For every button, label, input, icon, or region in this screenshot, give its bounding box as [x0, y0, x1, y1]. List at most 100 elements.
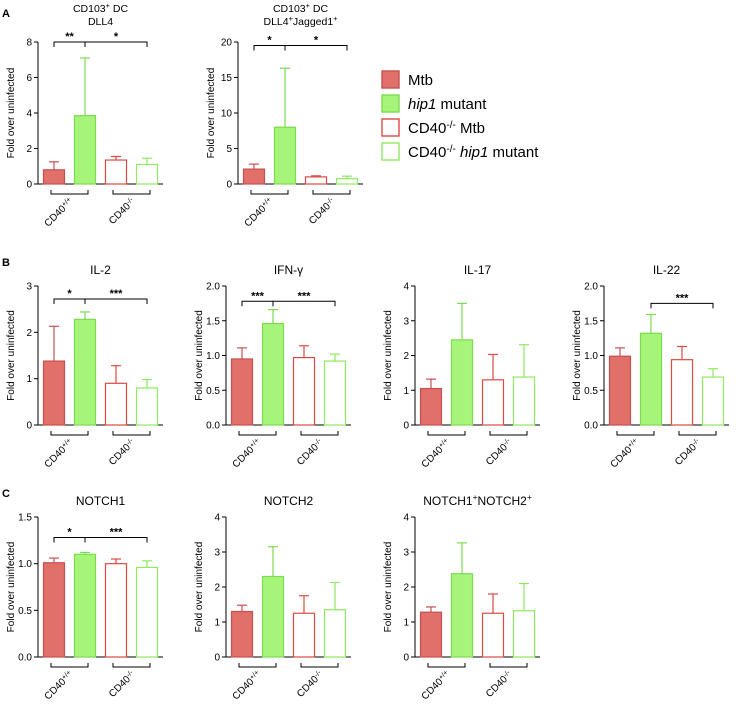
group-label-superscript: +/+ [260, 196, 272, 208]
y-axis-label: Fold over uninfected [194, 310, 205, 401]
group-label-superscript: -/- [313, 669, 323, 679]
significance-label: *** [676, 292, 690, 304]
group-bracket [50, 190, 89, 195]
bar-cd40-mtb [104, 382, 128, 426]
y-tick-label: 1 [403, 386, 409, 397]
group-label-superscript: +/+ [60, 196, 72, 208]
legend-swatch [381, 142, 400, 161]
title-text: IL-17 [464, 263, 492, 277]
y-tick-label: 1 [403, 618, 409, 629]
bar-hip1-mutant [450, 339, 474, 426]
bar-cd40-mtb [481, 379, 505, 426]
group-label-superscript: +/+ [248, 437, 260, 449]
bar-cd40-hip1-mutant [512, 376, 536, 426]
bar-cd40-mtb [104, 563, 128, 658]
significance-bracket [272, 300, 336, 307]
bar-mtb [42, 169, 66, 185]
group-label-superscript: +/+ [248, 669, 260, 681]
significance-label: * [67, 288, 72, 300]
title-text: IL-2 [90, 263, 111, 277]
group-label-superscript: +/+ [626, 437, 638, 449]
title-superscript: + [306, 1, 310, 10]
group-label-ko: CD40-/- [107, 437, 138, 468]
significance-label: *** [251, 290, 265, 302]
y-tick-label: 0.5 [18, 606, 32, 617]
legend-superscript: -/- [446, 144, 455, 155]
chart-title-line: NOTCH1+NOTCH2+ [423, 492, 532, 508]
y-axis-label: Fold over uninfected [383, 310, 394, 401]
group-bracket [616, 431, 655, 436]
chart-title-line: NOTCH2 [264, 494, 314, 508]
legend-italic: hip1 [456, 144, 489, 161]
group-bracket [112, 431, 151, 436]
title-text: DC [110, 3, 129, 15]
bar-cd40-hip1-mutant [135, 163, 159, 185]
y-tick-label: 0 [403, 653, 409, 664]
bar-hip1-mutant [450, 573, 474, 658]
y-tick-label: 1.5 [584, 316, 598, 327]
bar-cd40-mtb [481, 612, 505, 658]
chart-c2: NOTCH2 0 1 2 3 4 Fold over uninfected CD40+/+ CD… [194, 494, 351, 702]
title-superscript: + [527, 492, 532, 502]
y-tick-label: 6 [26, 73, 32, 84]
y-tick-label: 0 [226, 180, 232, 191]
group-label-ko: CD40-/- [295, 437, 326, 468]
panel-labels: A B C [2, 8, 10, 500]
group-label-wt: CD40+/+ [42, 437, 75, 470]
title-text: NOTCH2 [478, 494, 528, 508]
title-text: IL-22 [653, 263, 681, 277]
bar-hip1-mutant [273, 126, 297, 185]
group-label-superscript: -/- [313, 437, 323, 447]
y-tick-label: 1 [26, 374, 32, 385]
bar-cd40-hip1-mutant [323, 360, 347, 426]
y-tick-label: 2 [26, 328, 32, 339]
group-label-superscript: -/- [325, 196, 335, 206]
legend-item-mtb: Mtb [381, 70, 433, 89]
group-label-superscript: +/+ [437, 437, 449, 449]
y-tick-label: 4 [26, 109, 32, 120]
group-bracket [50, 663, 89, 668]
significance-label: * [114, 31, 119, 43]
y-tick-label: 1.0 [18, 559, 32, 570]
significance-bracket [650, 302, 714, 309]
y-tick-label: 1.0 [584, 351, 598, 362]
y-tick-label: 4 [214, 513, 220, 524]
y-tick-label: 4 [403, 513, 409, 524]
group-bracket [250, 190, 289, 195]
significance-bracket [84, 298, 148, 304]
y-tick-label: 20 [221, 38, 233, 49]
significance-label: *** [110, 527, 124, 539]
y-tick-label: 1.5 [206, 316, 220, 327]
y-tick-label: 2.0 [584, 282, 598, 293]
chart-title-line: IL-2 [90, 263, 111, 277]
chart-title-line: CD103+ DC [73, 1, 128, 16]
y-tick-label: 0.0 [18, 653, 32, 664]
chart-title-line: DLL4 [88, 16, 113, 28]
bar-cd40-mtb [104, 159, 128, 185]
group-label-superscript: +/+ [437, 669, 449, 681]
title-text: NOTCH1 [423, 494, 473, 508]
bar-mtb [230, 610, 254, 658]
title-superscript: + [333, 14, 337, 23]
legend-label: Mtb [408, 72, 433, 89]
chart-title-line: DLL4+Jagged1+ [264, 14, 338, 29]
bar-cd40-hip1-mutant [323, 609, 347, 658]
group-bracket [427, 663, 466, 668]
group-bracket [312, 190, 351, 195]
group-bracket [300, 431, 339, 436]
chart-title-line: IL-22 [653, 263, 681, 277]
legend-text: Mtb [456, 120, 485, 137]
title-text: CD103 [73, 3, 106, 15]
y-tick-label: 0 [403, 421, 409, 432]
title-text: CD103 [273, 3, 306, 15]
bar-hip1-mutant [73, 553, 97, 658]
title-text: NOTCH2 [264, 494, 314, 508]
y-tick-label: 1.0 [206, 351, 220, 362]
bar-mtb [42, 562, 66, 658]
legend-text: mutant [488, 144, 539, 161]
significance-label: *** [298, 290, 312, 302]
